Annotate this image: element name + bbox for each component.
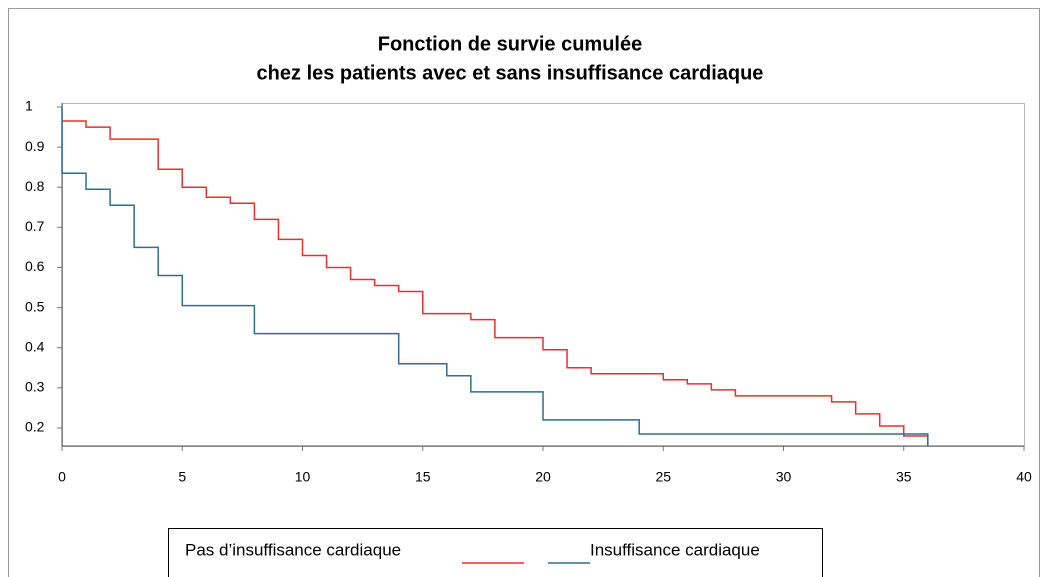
x-tick-label: 5 [178, 469, 186, 485]
x-tick-label: 15 [415, 469, 431, 485]
legend-label: Pas d’insuffisance cardiaque [185, 540, 401, 559]
y-tick-label: 0.6 [25, 258, 45, 274]
y-tick-label: 1 [25, 98, 33, 114]
x-tick-label: 20 [535, 469, 551, 485]
x-tick-label: 10 [295, 469, 311, 485]
legend-label: Insuffisance cardiaque [590, 540, 760, 559]
x-tick-label: 0 [58, 469, 66, 485]
survival-line [62, 120, 929, 446]
survival-line [61, 107, 929, 446]
chart-title: chez les patients avec et sans insuffisa… [257, 62, 764, 84]
x-tick-label: 30 [776, 469, 792, 485]
chart-border [8, 8, 1040, 577]
y-tick-label: 0.2 [25, 419, 45, 435]
y-tick-label: 0.5 [25, 298, 45, 314]
x-tick-label: 40 [1016, 469, 1032, 485]
x-tick-label: 25 [655, 469, 671, 485]
y-tick-label: 0.4 [25, 338, 45, 354]
x-tick-label: 35 [896, 469, 912, 485]
y-tick-label: 0.7 [25, 218, 45, 234]
y-tick-label: 0.8 [25, 178, 45, 194]
legend [168, 528, 823, 577]
chart-title: Fonction de survie cumulée [378, 33, 643, 55]
y-tick-label: 0.3 [25, 379, 45, 395]
y-tick-label: 0.9 [25, 138, 45, 154]
